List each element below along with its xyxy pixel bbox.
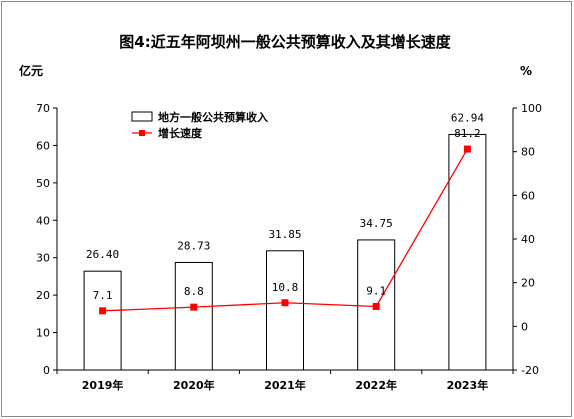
right-tick-label: 100 (521, 102, 542, 115)
right-tick-label: 20 (521, 277, 535, 290)
bar (174, 261, 213, 371)
left-tick-label: 60 (36, 139, 50, 152)
left-tick-label: 30 (36, 252, 50, 265)
x-axis: 2019年 2020年 2021年 2022年 2023年 (56, 369, 514, 392)
bar (266, 250, 304, 371)
bar (83, 270, 122, 371)
bar-value-label: 62.94 (451, 111, 484, 124)
bar-value-label: 26.40 (86, 248, 119, 261)
right-tick-label: 80 (521, 146, 535, 159)
growth-value-label: 9.1 (366, 284, 386, 297)
x-category-label: 2022年 (355, 378, 397, 392)
legend-bar-label: 地方一般公共预算收入 (158, 110, 268, 124)
right-axis-unit: % (520, 64, 532, 78)
growth-value-label: 10.8 (272, 281, 299, 294)
left-tick-label: 50 (36, 177, 50, 190)
growth-point (463, 145, 471, 153)
left-tick-label: 40 (36, 214, 50, 227)
growth-point (372, 302, 380, 310)
legend-bar-swatch (131, 111, 153, 122)
legend-line-label: 增长速度 (158, 126, 203, 140)
x-category-label: 2020年 (173, 378, 215, 392)
line-series: 7.1 8.8 10.8 9.1 81.2 (93, 127, 481, 315)
legend: 地方一般公共预算收入 增长速度 (131, 110, 268, 140)
growth-value-label: 8.8 (184, 285, 204, 298)
right-tick-label: 40 (521, 233, 535, 246)
bar-value-label: 28.73 (177, 239, 210, 252)
bar-value-label: 31.85 (268, 228, 301, 241)
growth-point (99, 307, 107, 315)
right-tick-label: -20 (521, 364, 539, 377)
x-category-label: 2021年 (264, 378, 306, 392)
left-tick-label: 10 (36, 327, 50, 340)
right-tick-label: 60 (521, 189, 535, 202)
left-tick-label: 0 (43, 364, 50, 377)
x-category-label: 2023年 (447, 378, 489, 392)
right-axis: -20 0 20 40 60 80 100 (512, 102, 542, 377)
right-tick-label: 0 (521, 320, 528, 333)
left-tick-label: 70 (36, 102, 50, 115)
bar-value-label: 34.75 (360, 217, 393, 230)
growth-value-label: 81.2 (454, 127, 481, 140)
left-tick-label: 20 (36, 289, 50, 302)
bar (448, 133, 487, 371)
legend-line-marker (139, 130, 145, 136)
chart-title: 图4:近五年阿坝州一般公共预算收入及其增长速度 (119, 33, 451, 51)
left-axis: 0 10 20 30 40 50 60 70 (36, 102, 58, 377)
x-category-label: 2019年 (82, 378, 124, 392)
left-axis-unit: 亿元 (19, 63, 43, 78)
bar-series: 26.40 28.73 31.85 34.75 62.94 (83, 111, 487, 371)
growth-value-label: 7.1 (93, 289, 113, 302)
growth-point (281, 299, 289, 307)
growth-point (190, 303, 198, 311)
